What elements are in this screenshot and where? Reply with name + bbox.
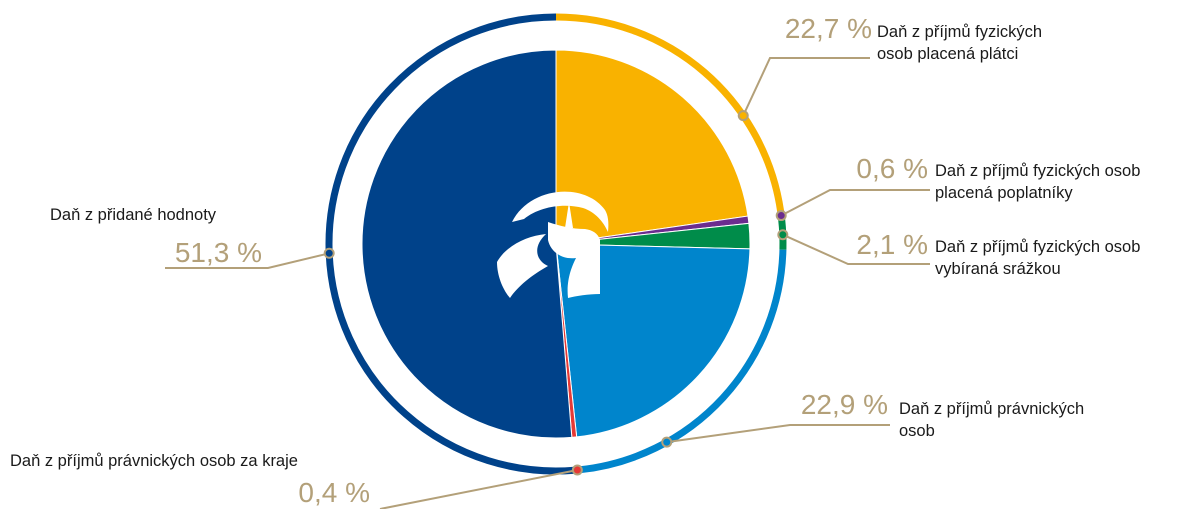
leader-dot-5 <box>323 247 335 259</box>
leader-dot-0 <box>737 110 749 122</box>
slice-value-label-3: 22,9 % <box>801 389 888 420</box>
ring-segment-0 <box>555 13 785 212</box>
leader-line-3 <box>666 424 890 444</box>
leader-line-2 <box>782 233 930 265</box>
slice-value-label-1: 0,6 % <box>856 153 928 184</box>
pie-slice-3 <box>555 243 751 438</box>
slice-value-label-5: 51,3 % <box>175 237 262 268</box>
slice-category-label-2: Daň z příjmů fyzických osob vybíraná sráž… <box>935 238 1140 278</box>
slice-value-label-4: 0,4 % <box>298 477 370 508</box>
annotations: 22,7 % Daň z příjmů fyzických osob placená… <box>10 13 1140 509</box>
ministry-logo-icon <box>497 191 609 298</box>
slice-value-label-2: 2,1 % <box>856 229 928 260</box>
leader-line-5 <box>165 252 330 269</box>
pie-slice-0 <box>555 49 749 245</box>
leader-line-4 <box>379 469 578 509</box>
leader-dot-2 <box>777 229 789 241</box>
slice-category-label-3: Daň z příjmů právnických osob <box>899 400 1084 440</box>
pie-slice-5 <box>361 49 573 439</box>
slice-category-label-0: Daň z příjmů fyzických osob placená plátc… <box>877 23 1042 63</box>
slice-category-label-1: Daň z příjmů fyzických osob placená popla… <box>935 162 1140 202</box>
leader-dot-4 <box>571 464 583 476</box>
leader-dot-1 <box>775 210 787 222</box>
ring-segment-3 <box>579 249 787 474</box>
leader-line-1 <box>780 189 930 217</box>
pie-slices <box>361 49 751 439</box>
leader-line-0 <box>742 57 870 117</box>
leader-dot-3 <box>661 436 673 448</box>
slice-category-label-4: Daň z příjmů právnických osob za kraje <box>10 452 298 470</box>
slice-value-label-0: 22,7 % <box>785 13 872 44</box>
slice-category-label-5: Daň z přidané hodnoty <box>50 206 217 224</box>
